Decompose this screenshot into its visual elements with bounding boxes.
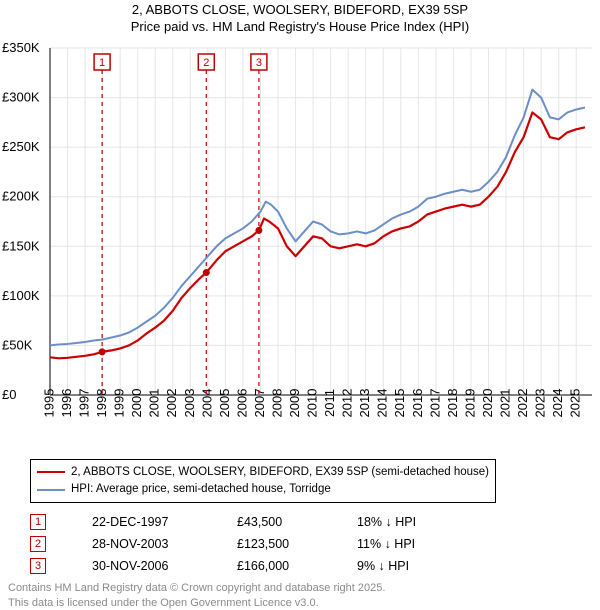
- footer-attribution: Contains HM Land Registry data © Crown c…: [8, 581, 592, 610]
- svg-text:1: 1: [99, 57, 105, 69]
- legend: 2, ABBOTS CLOSE, WOOLSERY, BIDEFORD, EX3…: [30, 459, 496, 504]
- sale-date: 30-NOV-2006: [92, 559, 197, 573]
- chart-title: 2, ABBOTS CLOSE, WOOLSERY, BIDEFORD, EX3…: [0, 0, 600, 40]
- sale-price: £43,500: [237, 515, 317, 529]
- svg-text:2018: 2018: [445, 388, 460, 417]
- sale-delta: 9% ↓ HPI: [357, 559, 447, 573]
- svg-text:2024: 2024: [550, 388, 565, 417]
- svg-text:£50K: £50K: [2, 337, 33, 352]
- svg-text:2015: 2015: [392, 388, 407, 417]
- svg-text:2002: 2002: [164, 388, 179, 417]
- svg-text:1999: 1999: [112, 388, 127, 417]
- svg-text:2019: 2019: [462, 388, 477, 417]
- svg-text:£0: £0: [2, 387, 16, 402]
- title-line-1: 2, ABBOTS CLOSE, WOOLSERY, BIDEFORD, EX3…: [0, 2, 600, 19]
- legend-swatch: [37, 471, 65, 473]
- chart-plot-area: £0 £50K £100K £150K £200K £250K £300K £350K 1995…: [0, 40, 600, 455]
- sales-row: 1 22-DEC-1997 £43,500 18% ↓ HPI: [30, 511, 592, 533]
- svg-text:2011: 2011: [322, 389, 337, 417]
- legend-swatch: [37, 489, 65, 491]
- svg-text:1995: 1995: [41, 388, 56, 417]
- svg-text:2003: 2003: [182, 388, 197, 417]
- sale-delta: 11% ↓ HPI: [357, 537, 447, 551]
- svg-text:1997: 1997: [77, 388, 92, 417]
- chart-container: 2, ABBOTS CLOSE, WOOLSERY, BIDEFORD, EX3…: [0, 0, 600, 590]
- sale-price: £123,500: [237, 537, 317, 551]
- sale-badge: 1: [30, 514, 46, 530]
- svg-text:2000: 2000: [129, 388, 144, 417]
- svg-text:3: 3: [256, 57, 262, 69]
- sale-badge: 3: [30, 558, 46, 574]
- legend-label: 2, ABBOTS CLOSE, WOOLSERY, BIDEFORD, EX3…: [71, 464, 489, 481]
- footer-line-1: Contains HM Land Registry data © Crown c…: [8, 581, 592, 595]
- svg-text:2009: 2009: [287, 388, 302, 417]
- sales-row: 3 30-NOV-2006 £166,000 9% ↓ HPI: [30, 555, 592, 577]
- svg-text:2020: 2020: [480, 388, 495, 417]
- svg-text:2: 2: [203, 57, 209, 69]
- sales-row: 2 28-NOV-2003 £123,500 11% ↓ HPI: [30, 533, 592, 555]
- sale-price: £166,000: [237, 559, 317, 573]
- svg-text:2005: 2005: [217, 388, 232, 417]
- svg-text:2021: 2021: [497, 388, 512, 417]
- svg-text:2023: 2023: [533, 388, 548, 417]
- sales-table: 1 22-DEC-1997 £43,500 18% ↓ HPI 2 28-NOV-2003…: [30, 511, 592, 577]
- svg-text:1996: 1996: [59, 388, 74, 417]
- svg-text:2022: 2022: [515, 388, 530, 417]
- svg-text:£300K: £300K: [2, 89, 40, 104]
- sale-badge: 2: [30, 536, 46, 552]
- svg-text:£200K: £200K: [2, 188, 40, 203]
- sale-date: 22-DEC-1997: [92, 515, 197, 529]
- svg-text:2010: 2010: [305, 388, 320, 417]
- legend-row: HPI: Average price, semi-detached house,…: [37, 481, 489, 498]
- svg-text:2025: 2025: [568, 388, 583, 417]
- sale-delta: 18% ↓ HPI: [357, 515, 447, 529]
- legend-label: HPI: Average price, semi-detached house,…: [71, 481, 331, 498]
- svg-text:2014: 2014: [375, 388, 390, 417]
- svg-text:£150K: £150K: [2, 238, 40, 253]
- svg-text:2012: 2012: [340, 388, 355, 417]
- legend-row: 2, ABBOTS CLOSE, WOOLSERY, BIDEFORD, EX3…: [37, 464, 489, 481]
- svg-text:2016: 2016: [410, 388, 425, 417]
- svg-text:2013: 2013: [357, 388, 372, 417]
- svg-text:2006: 2006: [234, 388, 249, 417]
- svg-text:2017: 2017: [427, 388, 442, 417]
- line-chart-svg: £0 £50K £100K £150K £200K £250K £300K £350K 1995…: [0, 40, 600, 455]
- svg-text:2008: 2008: [269, 388, 284, 417]
- svg-text:£100K: £100K: [2, 288, 40, 303]
- sale-date: 28-NOV-2003: [92, 537, 197, 551]
- svg-text:£350K: £350K: [2, 40, 40, 55]
- svg-text:£250K: £250K: [2, 139, 40, 154]
- title-line-2: Price paid vs. HM Land Registry's House …: [0, 19, 600, 36]
- svg-text:2001: 2001: [147, 388, 162, 417]
- footer-line-2: This data is licensed under the Open Gov…: [8, 596, 592, 610]
